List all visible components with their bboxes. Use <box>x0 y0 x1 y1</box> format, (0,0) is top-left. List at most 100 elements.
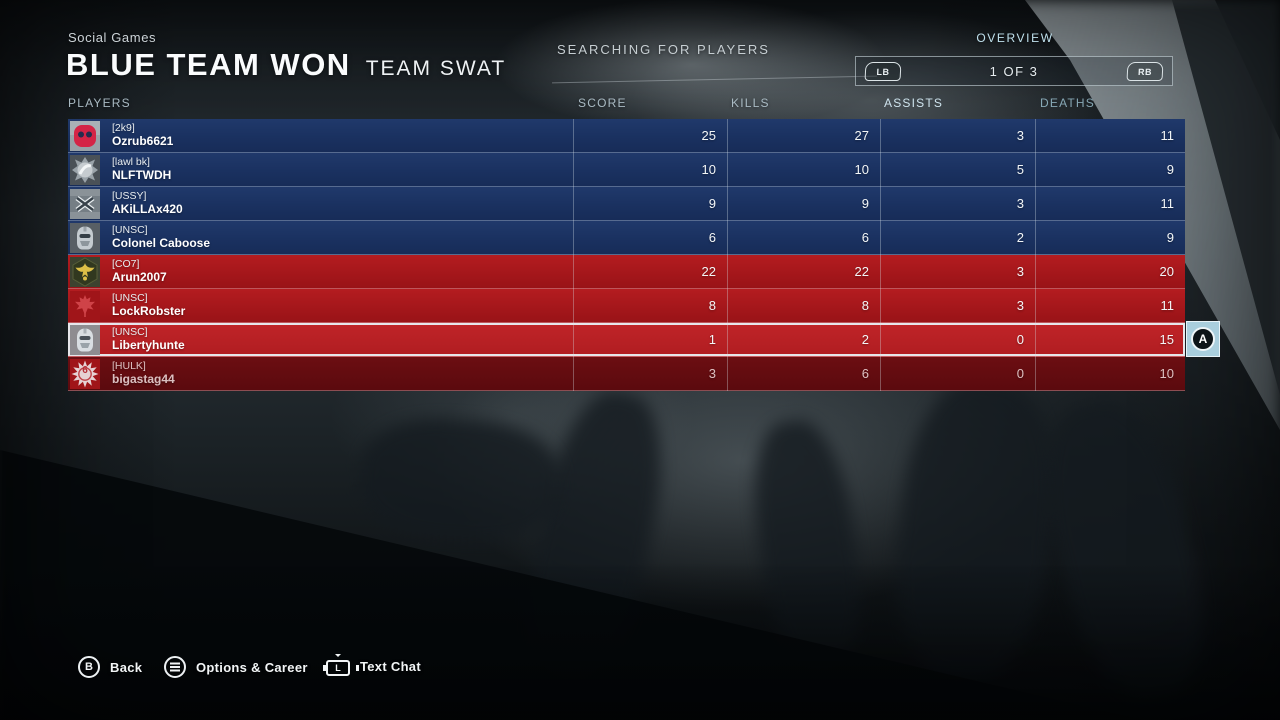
clan-tag: [USSY] <box>112 190 147 202</box>
player-row[interactable]: 6 [HULK] bigastag44 3 6 0 10 <box>68 357 1185 391</box>
column-divider <box>880 119 881 391</box>
emblem-spartan-helmet-icon <box>70 223 100 253</box>
scoreboard-table: [2k9] Ozrub6621 25 27 3 11 [lawl bk] NLF… <box>68 119 1185 391</box>
player-identity: [CO7] Arun2007 <box>112 258 167 285</box>
player-row[interactable]: [lawl bk] NLFTWDH 10 10 5 9 <box>68 153 1185 187</box>
options-career-control[interactable]: Options & Career <box>164 656 308 678</box>
emblem-maple-leaf-icon <box>70 291 100 321</box>
player-row-selected[interactable]: [UNSC] Libertyhunte 1 2 0 15 <box>68 323 1185 357</box>
player-identity: [UNSC] Libertyhunte <box>112 326 185 353</box>
assists-value: 3 <box>1016 128 1024 143</box>
menu-button-icon <box>164 656 186 678</box>
text-chat-label: Text Chat <box>360 658 421 674</box>
emblem-silver-saw-icon <box>70 155 100 185</box>
deaths-value: 15 <box>1159 332 1174 347</box>
options-career-label: Options & Career <box>196 659 308 675</box>
score-value: 10 <box>701 162 716 177</box>
accept-button[interactable]: A <box>1186 321 1220 357</box>
b-button-icon: B <box>78 656 100 678</box>
score-value: 22 <box>701 264 716 279</box>
column-header-deaths: DEATHS <box>1040 96 1095 110</box>
player-identity: [UNSC] Colonel Caboose <box>112 224 210 251</box>
clan-tag: [UNSC] <box>112 224 148 236</box>
score-value: 3 <box>708 366 716 381</box>
pager-position-label: 1 OF 3 <box>989 63 1039 79</box>
footer-controls: B Back Options & Career L Text Chat <box>0 652 1280 692</box>
assists-value: 0 <box>1016 366 1024 381</box>
gamertag: Colonel Caboose <box>112 236 211 251</box>
gamertag: AKiLLAx420 <box>112 202 183 217</box>
kills-value: 10 <box>854 162 869 177</box>
gamertag: NLFTWDH <box>112 168 172 183</box>
lb-bumper-icon[interactable]: LB <box>864 61 902 81</box>
clan-tag: [lawl bk] <box>112 156 150 168</box>
playlist-category-label: Social Games <box>68 30 157 45</box>
column-divider <box>1035 119 1036 391</box>
column-header-players: PLAYERS <box>68 96 131 110</box>
player-row[interactable]: [UNSC] Colonel Caboose 6 6 2 9 <box>68 221 1185 255</box>
player-identity: [HULK] bigastag44 <box>112 360 175 387</box>
gamertag: Ozrub6621 <box>112 134 174 149</box>
emblem-starburst-six-icon: 6 <box>70 359 100 389</box>
player-row[interactable]: [UNSC] LockRobster 8 8 3 11 <box>68 289 1185 323</box>
column-divider <box>573 119 574 391</box>
score-value: 25 <box>701 128 716 143</box>
column-header-kills: KILLS <box>731 96 770 110</box>
score-value: 1 <box>708 332 716 347</box>
back-control[interactable]: B Back <box>78 656 142 678</box>
deaths-value: 11 <box>1160 128 1175 143</box>
emblem-red-dots-icon <box>70 121 100 151</box>
column-divider <box>727 119 728 391</box>
a-button-icon: A <box>1191 327 1215 351</box>
clan-tag: [HULK] <box>112 360 146 372</box>
emblem-number: 6 <box>82 365 88 376</box>
assists-value: 3 <box>1016 264 1024 279</box>
player-row[interactable]: [2k9] Ozrub6621 25 27 3 11 <box>68 119 1185 153</box>
assists-value: 3 <box>1016 196 1024 211</box>
player-identity: [lawl bk] NLFTWDH <box>112 156 171 183</box>
assists-value: 2 <box>1016 230 1024 245</box>
chatpad-icon: L <box>323 654 359 676</box>
kills-value: 6 <box>861 366 869 381</box>
player-row[interactable]: [CO7] Arun2007 22 22 3 20 <box>68 255 1185 289</box>
game-mode-label: TEAM SWAT <box>365 57 507 80</box>
clan-tag: [UNSC] <box>112 292 148 304</box>
matchmaking-status-label: SEARCHING FOR PLAYERS <box>557 42 770 57</box>
clan-tag: [2k9] <box>112 122 135 134</box>
column-header-assists: ASSISTS <box>884 96 944 110</box>
emblem-gold-eagle-icon <box>70 257 100 287</box>
assists-value: 0 <box>1016 332 1024 347</box>
clan-tag: [CO7] <box>112 258 140 270</box>
player-identity: [2k9] Ozrub6621 <box>112 122 173 149</box>
score-value: 9 <box>708 196 716 211</box>
overview-pager: LB 1 OF 3 RB <box>855 56 1173 86</box>
kills-value: 9 <box>861 196 869 211</box>
kills-value: 27 <box>854 128 869 143</box>
deaths-value: 11 <box>1160 196 1175 211</box>
clan-tag: [UNSC] <box>112 326 148 338</box>
text-chat-control[interactable]: L Text Chat <box>323 654 421 676</box>
kills-value: 8 <box>861 298 869 313</box>
score-value: 6 <box>708 230 716 245</box>
emblem-crossed-swords-icon <box>70 189 100 219</box>
assists-value: 3 <box>1016 298 1024 313</box>
match-result-title: BLUE TEAM WON <box>66 47 351 82</box>
deaths-value: 9 <box>1166 230 1174 245</box>
kills-value: 22 <box>854 264 869 279</box>
deaths-value: 9 <box>1166 162 1174 177</box>
emblem-spartan-helmet-icon <box>70 325 100 355</box>
gamertag: Arun2007 <box>112 270 167 285</box>
player-identity: [USSY] AKiLLAx420 <box>112 190 183 217</box>
deaths-value: 11 <box>1160 298 1175 313</box>
gamertag: bigastag44 <box>112 372 175 387</box>
kills-value: 2 <box>861 332 869 347</box>
rb-bumper-icon[interactable]: RB <box>1126 61 1164 81</box>
player-row[interactable]: [USSY] AKiLLAx420 9 9 3 11 <box>68 187 1185 221</box>
gamertag: Libertyhunte <box>112 338 185 353</box>
match-result-title-group: BLUE TEAM WON TEAM SWAT <box>66 47 506 83</box>
assists-value: 5 <box>1016 162 1024 177</box>
score-value: 8 <box>708 298 716 313</box>
back-label: Back <box>110 659 143 675</box>
column-header-score: SCORE <box>578 96 627 110</box>
